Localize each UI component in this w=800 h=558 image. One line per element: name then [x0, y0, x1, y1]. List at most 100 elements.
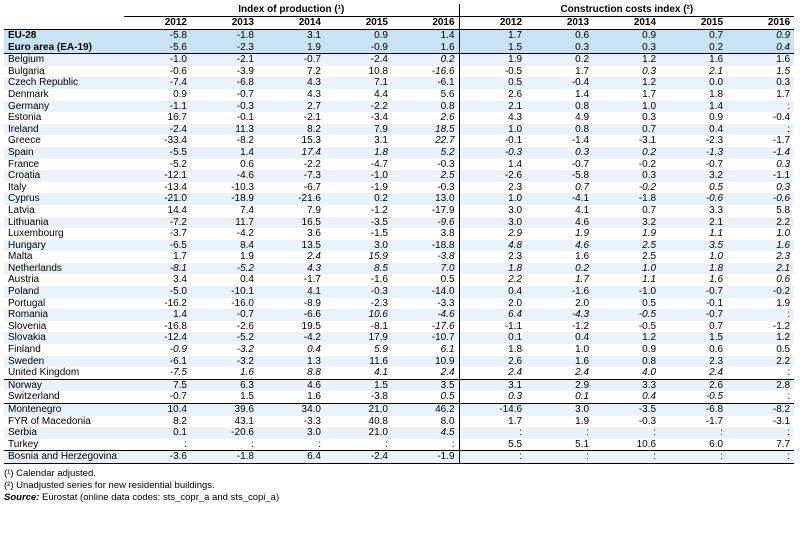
cell-value: -16.0 [191, 297, 258, 310]
cell-value: 3.2 [593, 216, 661, 229]
cell-value: -0.7 [258, 53, 325, 66]
cell-value: -1.9 [392, 450, 460, 464]
cell-value: 0.2 [392, 53, 460, 66]
cell-value: -3.9 [191, 65, 258, 78]
row-label: Austria [4, 274, 124, 287]
cell-value: 1.9 [727, 297, 795, 310]
table-row: FYR of Macedonia 8.2 43.1 -3.3 40.8 8.0 1.7 1.9… [4, 415, 795, 428]
table-row: Ireland -2.4 11.3 8.2 7.9 18.5 1.0 0.8 0.7 0.4: [4, 123, 795, 136]
cell-value: 7.9 [258, 204, 325, 217]
row-label: Spain [4, 146, 124, 159]
cell-value: 2.5 [392, 170, 460, 182]
cell-value: 4.6 [526, 239, 594, 252]
cell-value: 4.6 [526, 216, 594, 229]
cell-value: -6.8 [660, 402, 728, 416]
cell-value: -2.4 [325, 53, 392, 66]
cell-value: -5.2 [124, 158, 191, 171]
cell-value: : [325, 438, 392, 452]
cell-value: -0.3 [392, 181, 460, 194]
row-label: Slovakia [4, 332, 124, 345]
cell-value: 0.3 [593, 112, 661, 124]
cell-value: -1.1 [458, 320, 527, 333]
cell-value: 1.0 [458, 193, 527, 205]
cell-value: 0.8 [526, 123, 594, 136]
cell-value: 3.1 [258, 29, 325, 42]
table-row: Finland -0.9 -3.2 0.4 5.9 6.1 1.8 1.0 0.9 0.6 0.5 [4, 344, 795, 356]
cell-value: 0.6 [191, 158, 258, 171]
cell-value: 40.8 [325, 415, 392, 428]
row-label: Poland [4, 286, 124, 298]
cell-value: 2.3 [458, 251, 527, 263]
cell-value: 4.9 [526, 112, 594, 124]
cell-value: 0.9 [593, 29, 661, 42]
cell-value: 1.6 [660, 53, 728, 66]
cell-value: 3.2 [660, 170, 728, 182]
cell-value: -0.3 [392, 158, 460, 171]
cell-value: -5.5 [124, 146, 191, 159]
cell-value: -8.2 [191, 135, 258, 147]
cell-value: 3.6 [258, 228, 325, 240]
table-row: Turkey:::::5.5 5.1 10.6 6.0 7.7 [4, 438, 795, 452]
cell-value: 1.7 [727, 88, 795, 101]
cell-value: 18.5 [392, 123, 460, 136]
cell-value: 3.5 [660, 239, 728, 252]
source-text: Eurostat (online data codes: sts_copr_a … [39, 491, 280, 503]
cell-value: 34.0 [258, 402, 325, 416]
cell-value: 11.7 [191, 216, 258, 229]
row-label: Montenegro [4, 402, 124, 416]
cell-value: 2.9 [458, 228, 527, 240]
cell-value: 1.6 [727, 53, 795, 66]
row-label: Latvia [4, 204, 124, 217]
row-label: Portugal [4, 297, 124, 310]
cell-value: 0.0 [660, 77, 728, 89]
table-row: Portugal -16.2 -16.0 -8.9 -2.3 -3.3 2.0 2.0 0.5-… [4, 297, 795, 310]
table-row: Germany -1.1 -0.3 2.7 -2.2 0.8 2.1 0.8 1.0 1.4: [4, 100, 795, 113]
cell-value: 6.4 [458, 309, 527, 321]
table-row: United Kingdom -7.5 1.6 8.8 4.1 2.4 2.4 2.4 4.0 2… [4, 367, 795, 380]
cell-value: 0.4 [727, 41, 795, 54]
cell-value: 5.2 [392, 146, 460, 159]
cell-value: -4.3 [526, 309, 594, 321]
cell-value: -1.0 [124, 53, 191, 66]
row-label: Luxembourg [4, 228, 124, 240]
cell-value: 4.3 [458, 112, 527, 124]
cell-value: 10.9 [392, 355, 460, 368]
table-row: France -5.2 0.6 -2.2 -4.7 -0.3 1.4 -0.7 -0.2 -0.7… [4, 158, 795, 171]
cell-value: 2.7 [258, 100, 325, 113]
cell-value: -0.6 [727, 193, 795, 205]
cell-value: 3.4 [124, 274, 191, 287]
row-label: FYR of Macedonia [4, 415, 124, 428]
row-label: Bulgaria [4, 65, 124, 78]
cell-value: 0.2 [593, 146, 661, 159]
cell-value: -16.6 [392, 65, 460, 78]
table-row: Norway 7.5 6.3 4.6 1.5 3.5 3.1 2.9 3.3 2.6 2.8 [4, 378, 795, 392]
cell-value: 0.2 [526, 262, 594, 275]
corner-cell-2 [4, 16, 124, 30]
row-label: Czech Republic [4, 77, 124, 89]
cell-value: 1.7 [458, 29, 527, 42]
cell-value: : [124, 438, 191, 452]
cell-value: 0.9 [593, 344, 661, 356]
cell-value: -33.4 [124, 135, 191, 147]
cell-value: 2.1 [458, 100, 527, 113]
cell-value: 2.1 [660, 216, 728, 229]
cell-value: 5.5 [458, 438, 527, 452]
cell-value: 0.8 [526, 100, 594, 113]
cell-value: 0.4 [458, 286, 527, 298]
cell-value: -0.5 [593, 320, 661, 333]
cell-value: 3.1 [458, 378, 527, 392]
cell-value: -3.8 [325, 391, 392, 405]
table-row: Spain -5.5 1.4 17.4 1.8 5.2 -0.3 0.3 0.2 -1.3 -1.4 [4, 146, 795, 159]
cell-value: 2.1 [727, 262, 795, 275]
cell-value: -1.5 [325, 228, 392, 240]
cell-value: 11.3 [191, 123, 258, 136]
cell-value: 0.4 [258, 344, 325, 356]
cell-value: -20.6 [191, 427, 258, 439]
year-header-costs-2015: 2015 [660, 16, 728, 30]
cell-value: -10.3 [191, 181, 258, 194]
cell-value: 8.5 [325, 262, 392, 275]
cell-value: -6.8 [191, 77, 258, 89]
cell-value: 19.5 [258, 320, 325, 333]
cell-value: 3.0 [258, 427, 325, 439]
cell-value: : [191, 438, 258, 452]
